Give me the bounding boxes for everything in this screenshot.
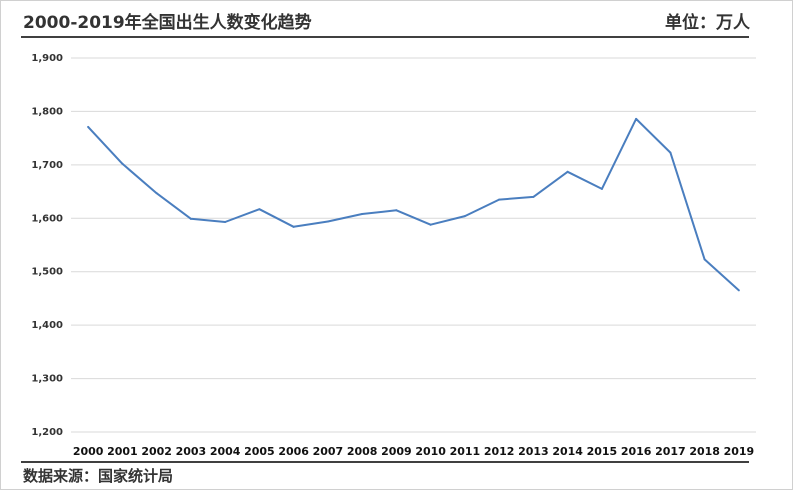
x-tick-label: 2005: [244, 445, 275, 458]
x-tick-label: 2014: [552, 445, 583, 458]
source-note: 数据来源：国家统计局: [23, 467, 174, 485]
data-point: [189, 217, 192, 220]
x-tick-label: 2004: [210, 445, 241, 458]
data-point: [737, 289, 740, 292]
x-tick-label: 2013: [518, 445, 549, 458]
data-point: [155, 192, 158, 195]
x-tick-label: 2007: [313, 445, 344, 458]
y-tick-label: 1,500: [31, 267, 63, 278]
title-divider: [21, 36, 749, 38]
x-tick-label: 2019: [724, 445, 755, 458]
x-tick-label: 2010: [415, 445, 446, 458]
data-point: [121, 162, 124, 165]
x-tick-label: 2002: [141, 445, 172, 458]
unit-label: 单位：万人: [665, 13, 750, 33]
footer-divider: [21, 461, 749, 463]
x-tick-label: 2016: [621, 445, 652, 458]
data-point: [669, 151, 672, 154]
x-tick-label: 2017: [655, 445, 686, 458]
x-axis-ticks: 2000 2001 2002 2003 2004 2005 2006 2007 2008 2009…: [73, 445, 754, 458]
data-point: [635, 117, 638, 120]
x-tick-label: 2009: [381, 445, 412, 458]
data-point: [292, 225, 295, 228]
x-tick-label: 2000: [73, 445, 104, 458]
data-point: [361, 213, 364, 216]
data-point: [600, 187, 603, 190]
data-point: [429, 223, 432, 226]
x-tick-label: 2012: [484, 445, 515, 458]
x-tick-label: 2015: [587, 445, 618, 458]
y-tick-label: 1,400: [31, 320, 63, 331]
y-tick-label: 1,800: [31, 106, 63, 117]
data-point: [326, 220, 329, 223]
data-point: [566, 170, 569, 173]
data-point: [498, 198, 501, 201]
x-tick-label: 2018: [689, 445, 720, 458]
series-line: [87, 117, 740, 292]
data-point: [703, 258, 706, 261]
x-tick-label: 2001: [107, 445, 138, 458]
line-chart: 1,200 1,300 1,400 1,500 1,600 1,700 1,800 1,900…: [31, 53, 756, 458]
y-tick-label: 1,200: [31, 427, 63, 438]
data-point: [463, 215, 466, 218]
x-tick-label: 2003: [176, 445, 207, 458]
data-point: [532, 195, 535, 198]
y-tick-label: 1,900: [31, 53, 63, 64]
y-tick-label: 1,600: [31, 213, 63, 224]
y-tick-label: 1,300: [31, 374, 63, 385]
x-tick-label: 2006: [278, 445, 309, 458]
series-layer: [87, 117, 740, 292]
data-point: [224, 221, 227, 224]
data-point: [87, 125, 90, 128]
data-point: [258, 208, 261, 211]
y-tick-label: 1,700: [31, 160, 63, 171]
grid-lines: [71, 57, 756, 433]
data-point: [395, 209, 398, 212]
x-tick-label: 2008: [347, 445, 378, 458]
chart-title: 2000-2019年全国出生人数变化趋势: [23, 13, 312, 33]
y-axis-ticks: 1,200 1,300 1,400 1,500 1,600 1,700 1,800 1,900: [31, 53, 63, 438]
x-tick-label: 2011: [450, 445, 481, 458]
